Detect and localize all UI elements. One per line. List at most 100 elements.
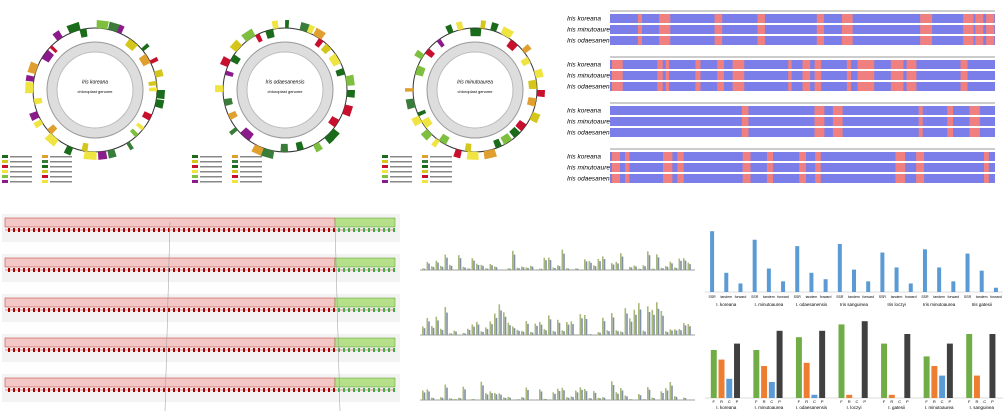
conserved [625, 163, 629, 172]
bar [652, 310, 654, 335]
bar [734, 344, 740, 398]
bar [527, 324, 529, 335]
bar [568, 398, 570, 400]
gene [368, 308, 370, 312]
bar-label: F [755, 399, 758, 404]
bar [937, 267, 941, 292]
conserved [717, 82, 724, 91]
legend-text [10, 171, 32, 173]
conserved [612, 163, 620, 172]
conserved [666, 60, 669, 69]
gene [58, 388, 60, 392]
bar [458, 255, 460, 270]
bar [496, 318, 498, 335]
bar [738, 283, 742, 292]
bar-label: C [983, 399, 986, 404]
bar [643, 331, 645, 335]
gene [278, 348, 280, 352]
bar [572, 397, 574, 400]
gene [123, 308, 125, 312]
gene [73, 228, 75, 232]
legend-swatch [232, 160, 238, 163]
bar [571, 396, 573, 400]
bar [491, 393, 493, 400]
gene [123, 348, 125, 352]
gene-block [142, 111, 152, 120]
conserved [799, 152, 806, 161]
bar [679, 259, 681, 270]
x-tick-label: I. gatesii [888, 405, 905, 410]
bar [923, 249, 927, 292]
gene [53, 308, 55, 312]
bar [989, 334, 995, 398]
legend-text [390, 171, 412, 173]
gene [258, 268, 260, 272]
bar [781, 281, 785, 292]
gene [243, 388, 245, 392]
bar [638, 394, 640, 400]
conserved [895, 152, 905, 161]
bar [527, 268, 529, 270]
conserved [802, 60, 810, 69]
bar [866, 281, 870, 292]
legend-text [390, 181, 412, 183]
x-tick-label: SSR [964, 295, 972, 299]
gene [353, 348, 355, 352]
gene [113, 308, 115, 312]
gene [78, 348, 80, 352]
legend-swatch [232, 175, 238, 178]
gene [148, 308, 150, 312]
gene-block [224, 98, 233, 106]
gene [283, 348, 285, 352]
conserved [659, 36, 670, 45]
gene [238, 348, 240, 352]
bar [478, 265, 480, 270]
bar [904, 334, 910, 398]
group-label: Iris minutoaurea [923, 302, 956, 307]
bar [620, 388, 622, 400]
bar [951, 281, 955, 292]
bar [881, 344, 887, 398]
gene [218, 308, 220, 312]
gene [133, 268, 135, 272]
gene [18, 348, 20, 352]
gene-block [439, 134, 450, 145]
gene [273, 308, 275, 312]
bar [662, 268, 664, 270]
gene [233, 308, 235, 312]
legend-text [50, 176, 72, 178]
gene [298, 268, 300, 272]
bar [590, 263, 592, 270]
group-label: Iris loczyi [887, 302, 906, 307]
gene [223, 308, 225, 312]
bar [563, 390, 565, 400]
bar [581, 318, 583, 335]
bar [719, 360, 725, 398]
gene [128, 388, 130, 392]
gene [78, 388, 80, 392]
gene-block [521, 57, 531, 67]
gene [373, 348, 375, 352]
bar [554, 332, 556, 335]
bar-label: C [770, 399, 773, 404]
bar [568, 269, 570, 270]
gene [68, 268, 70, 272]
x-tick-label: I. sanguinea [969, 405, 994, 410]
gene [153, 228, 155, 232]
gene [123, 268, 125, 272]
gene [83, 268, 85, 272]
gene [53, 348, 55, 352]
gene [143, 228, 145, 232]
gene-block [26, 75, 35, 82]
bar [490, 391, 492, 400]
bar [464, 389, 466, 400]
bar [562, 330, 564, 335]
bar [640, 310, 642, 335]
bar [469, 269, 471, 270]
bar [629, 318, 631, 335]
gene [263, 308, 265, 312]
gene [338, 308, 340, 312]
gene [283, 388, 285, 392]
gene [38, 308, 40, 312]
gene [108, 268, 110, 272]
